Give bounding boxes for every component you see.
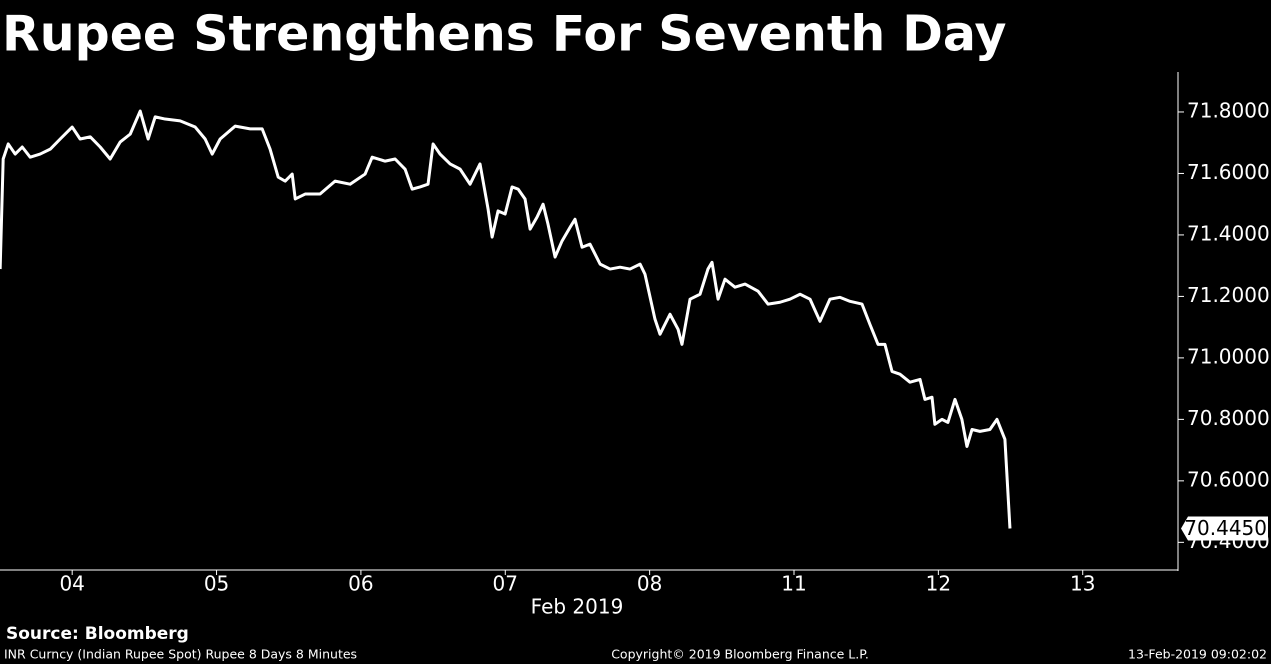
y-tick-label: 71.4000: [1187, 221, 1270, 245]
x-axis-label: Feb 2019: [531, 595, 624, 619]
y-tick-label: 71.2000: [1187, 283, 1270, 307]
x-tick-label: 12: [926, 572, 951, 596]
chart-title: Rupee Strengthens For Seventh Day: [2, 6, 1006, 63]
y-tick-label: 71.6000: [1187, 160, 1270, 184]
x-tick-label: 07: [493, 572, 518, 596]
y-tick-label: 71.0000: [1187, 344, 1270, 368]
x-tick-label: 04: [59, 572, 84, 596]
x-tick-label: 13: [1070, 572, 1095, 596]
source: Source: Bloomberg: [6, 624, 189, 644]
x-tick-label: 05: [204, 572, 229, 596]
price-line: [0, 109, 1012, 529]
x-tick-label: 11: [781, 572, 806, 596]
y-tick-label: 70.6000: [1187, 467, 1270, 491]
x-tick-label: 08: [637, 572, 662, 596]
footnote: Copyright© 2019 Bloomberg Finance L.P.: [611, 647, 869, 662]
last-value-box: [1181, 516, 1268, 541]
y-tick-label: 71.8000: [1187, 98, 1270, 122]
x-tick-label: 06: [348, 572, 373, 596]
last-value-label: 70.4450: [1184, 516, 1267, 540]
y-tick-label: 70.8000: [1187, 406, 1270, 430]
footnote: INR Curncy (Indian Rupee Spot) Rupee 8 D…: [4, 647, 357, 662]
footnote: 13-Feb-2019 09:02:02: [1128, 647, 1267, 662]
